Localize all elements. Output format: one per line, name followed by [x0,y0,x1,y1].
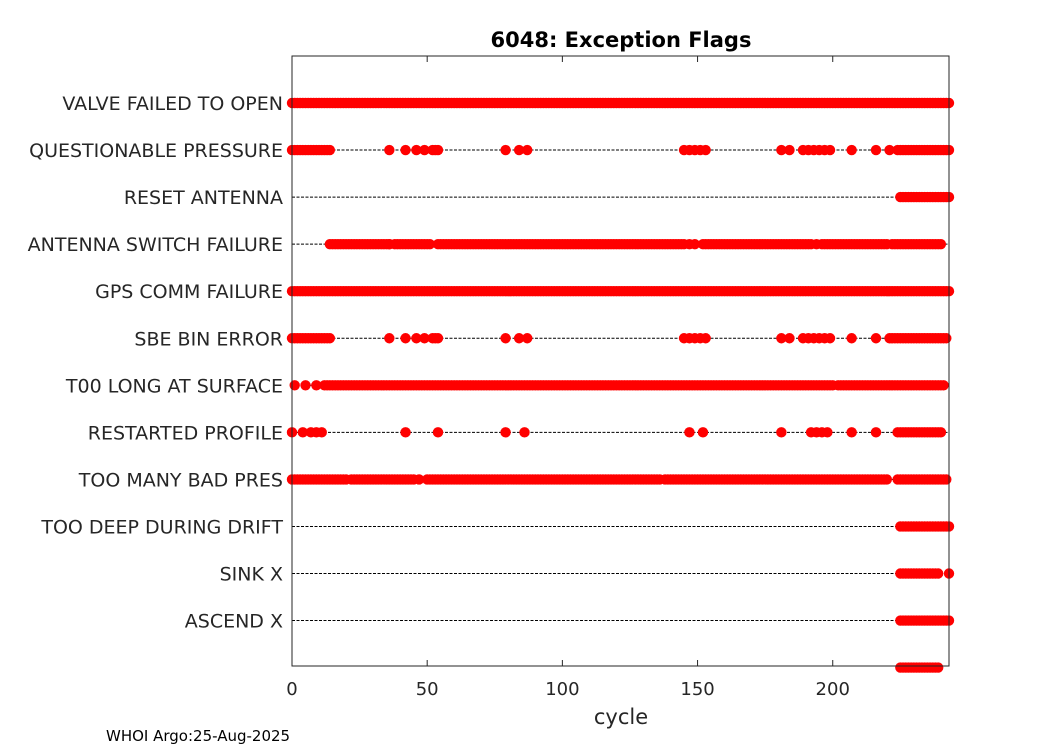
flag-marker [311,380,322,391]
flag-marker [419,144,430,156]
flag-marker [500,427,511,438]
y-label-sbe-bin-error: SBE BIN ERROR [134,328,283,350]
flag-marker [400,427,411,438]
y-label-questionable-pressure: QUESTIONABLE PRESSURE [29,140,283,162]
flag-marker [881,474,893,485]
flag-marker [697,427,709,438]
flag-marker [500,333,511,344]
flag-marker [700,333,711,344]
chart-title: 6048: Exception Flags [491,28,752,52]
flag-marker [324,333,336,344]
flag-marker [684,427,695,438]
flag-marker [400,144,411,156]
series-too-many-bad-pres [286,474,952,485]
series-markers [286,97,955,673]
flag-marker [432,427,444,438]
flag-marker [776,333,787,344]
series-unlabeled [895,662,944,673]
flag-marker [776,427,787,438]
flag-marker [384,238,395,250]
series-t00-long-at-surface [289,380,949,391]
x-axis-ticks: 0 50 100 150 200 [286,56,850,700]
y-label-antenna-switch-failure: ANTENNA SWITCH FAILURE [28,234,283,256]
flag-marker [297,427,309,438]
flag-marker [784,144,795,156]
flag-marker [289,380,300,391]
series-sink-x [895,568,955,579]
flag-marker [822,427,833,438]
flag-marker [522,144,533,156]
flag-marker [938,380,949,391]
flag-marker [932,568,944,579]
flag-marker [932,662,944,673]
series-sbe-bin-error [286,333,952,344]
y-label-too-deep-during-drift: TOO DEEP DURING DRIFT [40,516,283,538]
flag-marker [400,333,411,344]
x-tick-label: 100 [545,679,579,700]
flag-marker [324,144,336,156]
flag-marker [689,238,701,250]
flag-marker [870,427,882,438]
flag-marker [776,144,787,156]
flag-marker [411,333,422,344]
series-lines [292,102,949,622]
flag-marker [300,380,311,391]
x-tick-label: 50 [416,679,439,700]
flag-marker [432,144,444,156]
flag-marker [384,333,395,344]
flag-marker [870,333,882,344]
y-label-valve-failed-to-open: VALVE FAILED TO OPEN [62,93,283,115]
plot-frame [291,55,950,667]
flag-marker [513,333,525,344]
flag-marker [432,333,444,344]
y-label-reset-antenna: RESET ANTENNA [124,187,283,209]
flag-marker [500,144,511,156]
flag-marker [870,144,882,156]
flag-marker [941,474,952,485]
flag-marker [424,238,436,250]
flag-marker [935,238,947,250]
flag-marker [784,333,795,344]
x-axis-label: cycle [594,705,648,729]
series-too-deep-during-drift [895,521,955,532]
flag-marker [700,144,711,156]
series-reset-antenna [895,191,955,203]
flag-marker [411,144,422,156]
flag-marker [846,427,857,438]
series-questionable-pressure [286,144,955,156]
flag-marker [941,333,952,344]
y-label-sink-x: SINK X [220,564,283,586]
series-gps-comm-failure [286,286,955,297]
series-valve-failed-to-open [286,97,955,109]
flag-marker [316,427,327,438]
flag-marker [884,144,895,156]
y-label-ascend-x: ASCEND X [185,611,283,633]
flag-marker [935,427,947,438]
flag-marker [846,333,857,344]
flag-marker [413,474,425,485]
series-ascend-x [895,615,955,626]
y-axis-labels: VALVE FAILED TO OPEN QUESTIONABLE PRESSUR… [28,93,284,633]
flag-marker [513,144,525,156]
y-label-t00-long-at-surface: T00 LONG AT SURFACE [65,375,283,397]
flag-marker [811,238,822,250]
flag-marker [824,333,836,344]
flag-marker [384,144,395,156]
y-label-too-many-bad-pres: TOO MANY BAD PRES [78,469,283,491]
footer-text: WHOI Argo:25-Aug-2025 [106,727,290,745]
x-tick-label: 0 [286,679,297,700]
x-tick-label: 150 [680,679,714,700]
y-label-gps-comm-failure: GPS COMM FAILURE [95,281,283,303]
x-tick-label: 200 [816,679,850,700]
flag-marker [519,427,530,438]
flag-marker [419,333,430,344]
series-restarted-profile [286,427,947,438]
flag-marker [846,144,857,156]
flag-marker [824,144,836,156]
series-antenna-switch-failure [324,238,947,250]
flag-marker [522,333,533,344]
y-label-restarted-profile: RESTARTED PROFILE [88,422,283,444]
